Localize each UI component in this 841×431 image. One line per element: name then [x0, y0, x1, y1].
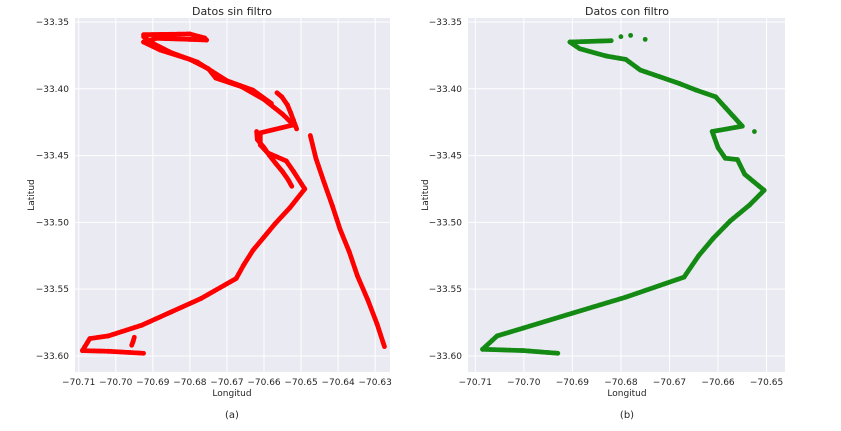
y-tick-label: −33.45: [36, 152, 69, 162]
y-tick-label: −33.45: [429, 152, 462, 162]
panel-unfiltered: −70.71 −70.70 −70.69 −70.68 −70.67 −70.66 −70.…: [27, 5, 392, 421]
x-tick-label: −70.67: [210, 378, 243, 388]
data-point: [294, 126, 300, 132]
y-tick-label: −33.60: [36, 352, 70, 362]
x-tick-label: −70.63: [359, 378, 392, 388]
track-unfiltered: [80, 31, 387, 356]
y-axis-label-unfiltered: Latitud: [27, 179, 37, 211]
y-tick-label: −33.50: [429, 218, 463, 228]
tick-labels-unfiltered: −70.71 −70.70 −70.69 −70.68 −70.67 −70.66 −70.…: [36, 18, 392, 388]
data-point: [129, 342, 135, 348]
caption-b: (b): [620, 410, 634, 421]
x-tick-label: −70.70: [99, 378, 133, 388]
y-tick-label: −33.60: [429, 352, 463, 362]
x-tick-label: −70.66: [247, 378, 281, 388]
x-tick-label: −70.67: [653, 378, 686, 388]
data-point: [269, 101, 274, 106]
chart-title-unfiltered: Datos sin filtro: [192, 5, 272, 18]
x-tick-label: −70.69: [136, 378, 170, 388]
data-point: [752, 129, 757, 134]
x-tick-label: −70.68: [173, 378, 207, 388]
x-axis-label-filtered: Longitud: [607, 389, 646, 399]
x-tick-label: −70.71: [62, 378, 95, 388]
grid-filtered: [468, 18, 785, 372]
x-tick-label: −70.70: [507, 378, 541, 388]
x-axis-label-unfiltered: Longitud: [212, 389, 251, 399]
y-tick-label: −33.50: [36, 218, 70, 228]
data-point: [628, 32, 634, 38]
y-tick-label: −33.55: [36, 285, 69, 295]
data-point: [618, 34, 624, 40]
y-tick-label: −33.35: [429, 18, 462, 28]
data-point: [382, 344, 387, 350]
x-tick-label: −70.65: [750, 378, 783, 388]
plot-area-filtered: [468, 18, 785, 372]
caption-a: (a): [225, 410, 239, 421]
x-tick-label: −70.69: [556, 378, 590, 388]
data-point: [141, 350, 146, 356]
y-tick-label: −33.40: [429, 85, 463, 95]
panel-filtered: −70.71 −70.70 −70.69 −70.68 −70.67 −70.66 −70.…: [421, 5, 785, 421]
x-tick-label: −70.66: [701, 378, 735, 388]
plot-area-unfiltered: [75, 18, 390, 372]
x-tick-label: −70.65: [284, 378, 317, 388]
data-point: [642, 36, 648, 42]
x-tick-label: −70.71: [459, 378, 492, 388]
y-tick-label: −33.55: [429, 285, 462, 295]
data-point: [555, 350, 561, 356]
x-tick-label: −70.64: [321, 378, 355, 388]
chart-title-filtered: Datos con filtro: [585, 5, 669, 18]
x-tick-label: −70.68: [604, 378, 638, 388]
track-filtered: [480, 32, 767, 356]
y-axis-label-filtered: Latitud: [421, 179, 431, 211]
y-tick-label: −33.35: [36, 18, 69, 28]
y-tick-label: −33.40: [36, 85, 70, 95]
data-point: [289, 183, 295, 189]
tick-labels-filtered: −70.71 −70.70 −70.69 −70.68 −70.67 −70.66 −70.…: [429, 18, 784, 388]
